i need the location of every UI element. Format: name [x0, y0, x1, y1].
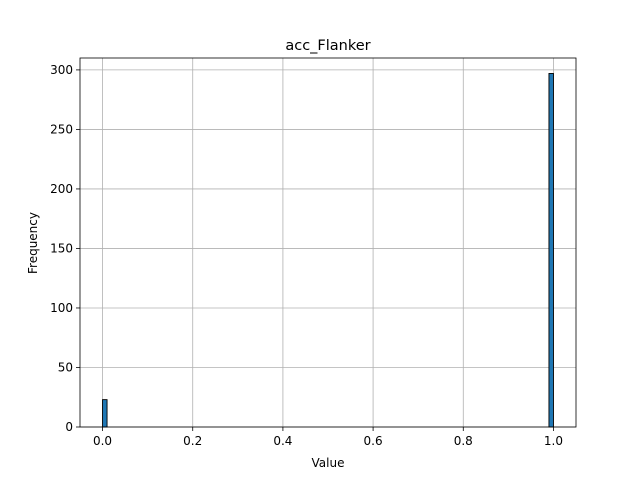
x-tick-label: 0.0	[93, 434, 112, 448]
y-tick-label: 50	[58, 360, 73, 374]
plot-frame	[79, 57, 577, 428]
grid-lines	[80, 58, 576, 428]
x-axis-label: Value	[312, 456, 345, 470]
y-axis-label: Frequency	[26, 212, 40, 274]
y-tick-label: 250	[50, 122, 73, 136]
y-tick-label: 100	[50, 301, 73, 315]
x-tick-label: 0.8	[454, 434, 473, 448]
histogram-bars	[102, 73, 554, 428]
histogram-bar	[102, 399, 108, 428]
x-tick-label: 0.4	[273, 434, 292, 448]
x-tick-label: 0.6	[364, 434, 383, 448]
chart-title: acc_Flanker	[285, 38, 370, 54]
y-tick-label: 150	[50, 241, 73, 255]
y-tick-label: 0	[65, 420, 73, 434]
histogram-bar	[548, 73, 554, 428]
x-tick-label: 1.0	[544, 434, 563, 448]
x-axis-ticks: 0.0 0.2 0.4 0.6 0.8 1.0	[93, 427, 563, 448]
y-tick-label: 200	[50, 182, 73, 196]
x-tick-label: 0.2	[183, 434, 202, 448]
y-axis-ticks: 0 50 100 150 200 250 300	[50, 63, 80, 434]
y-tick-label: 300	[50, 63, 73, 77]
